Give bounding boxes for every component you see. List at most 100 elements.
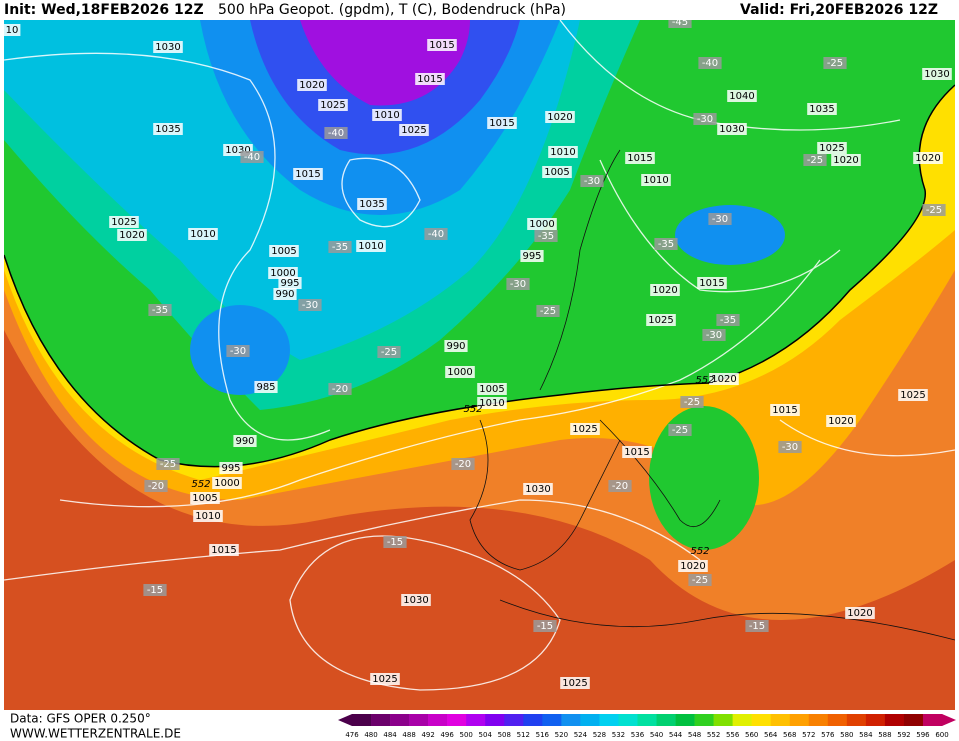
isobar-label-box [297,79,327,91]
temperature-label: -25 [692,575,708,586]
isobar-label: 1030 [403,595,428,606]
temperature-label-box [716,314,740,326]
colorbar-swatch [504,714,524,726]
isobar-label-box [709,373,739,385]
colorbar-label: 572 [802,731,815,739]
isobar-label-box [401,594,431,606]
isobar-label: 995 [522,251,541,262]
temperature-label: -40 [244,152,260,163]
colorbar-swatch [808,714,829,726]
height-label: 552 [695,375,714,386]
isobar-label: 995 [221,463,240,474]
colorbar-label: 536 [631,731,645,739]
colorbar-label: 528 [593,731,606,739]
coastline [499,599,955,641]
temperature-label-box [226,345,250,357]
isobar-label: 1005 [544,167,569,178]
temperature-label-box [823,57,847,69]
temperature-label: -40 [428,229,444,240]
colorbar-swatch [428,714,448,726]
temperature-label-box [143,584,167,596]
field-green-south [649,406,759,550]
isobar-label-box [650,284,680,296]
isobar-label-box [697,277,727,289]
colorbar-swatch [561,714,581,726]
isobar-label: 1010 [195,511,220,522]
temperature-label-box [693,113,717,125]
isobar-label-box [717,123,747,135]
temperature-label-box [451,458,475,470]
isobar-label: 1015 [295,169,320,180]
isobar-label-box [153,41,183,53]
colorbar-arrow-right [942,714,956,726]
temperature-label-box [698,57,722,69]
coastline [539,149,621,391]
isobar [4,52,331,441]
isobar-label: 1015 [699,278,724,289]
isobar-label: 1000 [529,219,554,230]
colorbar-label: 584 [859,731,873,739]
isobar-label: 1010 [358,241,383,252]
isobar-label-box [913,152,943,164]
isobar-label-box [212,477,242,489]
temperature-label-box [702,329,726,341]
temperature-label: -25 [381,347,397,358]
colorbar-label: 576 [821,731,835,739]
colorbar-swatch [846,714,867,726]
isobar-label-box [233,435,257,447]
isobar-label-box [845,607,875,619]
isobar-label: 1025 [111,217,136,228]
isobar-label: 1005 [192,493,217,504]
isobar [4,499,701,581]
colorbar-label: 480 [364,731,377,739]
coastline [469,419,621,571]
isobar-label: 1000 [214,478,239,489]
isobar-label: 1030 [225,145,250,156]
colorbar-swatch [789,714,810,726]
isobar-label: 1035 [359,199,384,210]
isobar-label-box [153,123,183,135]
temperature-label: -25 [540,306,556,317]
temperature-label-box [424,228,448,240]
temperature-label-box [328,241,352,253]
temperature-label: -40 [328,128,344,139]
isobar-label: 1030 [525,484,550,495]
colorbar: 476 480 484 488 492 496 500 504 508 512 516 520 524 5… [338,714,956,739]
colorbar-swatch [656,714,676,726]
isobar-label-box [293,168,323,180]
temperature-label-box [680,396,704,408]
temperature-label: -30 [510,279,526,290]
isobar-label: 1015 [211,545,236,556]
temperature-label-box [536,305,560,317]
height-label: 552 [463,404,482,415]
temperature-label-box [324,127,348,139]
temperature-label-box [745,620,769,632]
colorbar-label: 524 [574,731,588,739]
isobar-label: 1020 [547,112,572,123]
isobar-label-box [318,99,348,111]
isobar-label-box [625,152,655,164]
temperature-label-box [668,424,692,436]
colorbar-swatch [713,714,733,726]
isobar-label-box [487,117,517,129]
isobar-label-box [727,90,757,102]
isobar-label-box [427,39,457,51]
isobar-label: 1015 [624,447,649,458]
isobar-label: 1000 [447,367,472,378]
colorbar-swatch [523,714,543,726]
isobar-label-box [770,404,800,416]
field-low-east [675,205,785,265]
website: WWW.WETTERZENTRALE.DE [10,727,181,741]
isobar-label-box [520,250,544,262]
colorbar-swatch [637,714,657,726]
isobar-label: 1015 [627,153,652,164]
isobar-label: 1015 [772,405,797,416]
colorbar-swatch [580,714,600,726]
colorbar-label: 552 [707,731,720,739]
isobar-label: 990 [446,341,465,352]
isobar-label-box [415,73,445,85]
isobar-label: 1025 [562,678,587,689]
map-title: 500 hPa Geopot. (gpdm), T (C), Bodendruc… [218,2,566,18]
temperature-label-box [654,238,678,250]
isobar-label: 1020 [828,416,853,427]
